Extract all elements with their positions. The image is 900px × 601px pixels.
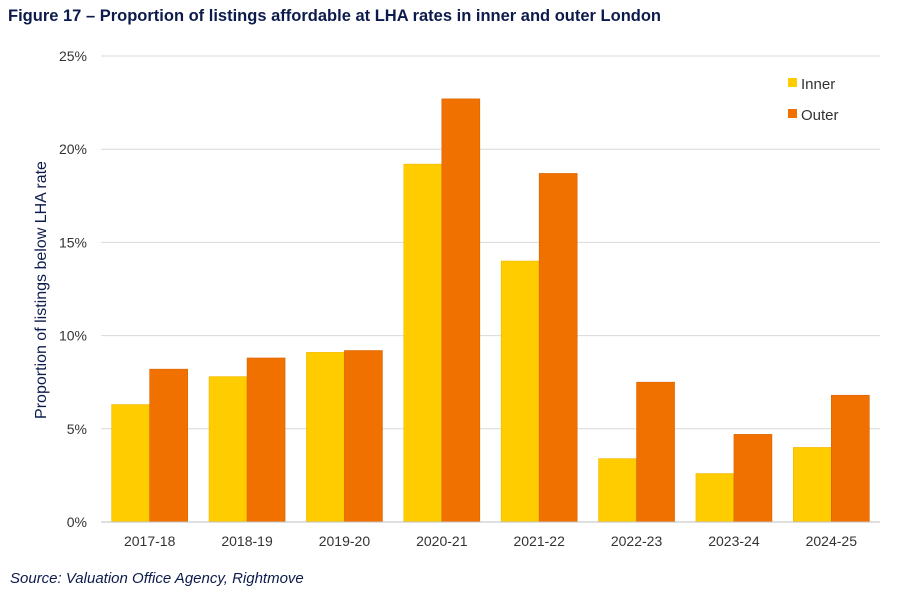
legend-swatch-outer (788, 109, 797, 118)
y-tick-label: 0% (67, 514, 87, 530)
x-tick-label: 2021-22 (513, 533, 565, 549)
figure-title: Figure 17 – Proportion of listings affor… (8, 7, 662, 25)
y-axis-ticks: 0% 5% 10% 15% 20% 25% (59, 48, 87, 530)
bar-inner-2018-19 (208, 376, 248, 523)
legend-swatch-inner (788, 78, 797, 87)
x-tick-label: 2017-18 (124, 533, 176, 549)
x-axis-ticks: 2017-18 2018-19 2019-20 2020-21 2021-22 2022-… (124, 533, 857, 549)
bars (111, 98, 870, 523)
bar-inner-2022-23 (598, 458, 637, 523)
x-tick-label: 2024-25 (806, 533, 858, 549)
y-tick-label: 20% (59, 141, 87, 157)
bar-inner-2023-24 (695, 473, 735, 523)
bar-outer-2019-20 (344, 350, 383, 523)
y-tick-label: 10% (59, 328, 87, 344)
bar-outer-2024-25 (831, 394, 870, 523)
bar-inner-2024-25 (793, 447, 832, 523)
legend-label-outer: Outer (801, 107, 839, 124)
gridlines (101, 55, 880, 430)
bar-outer-2018-19 (246, 357, 286, 523)
bar-inner-2020-21 (403, 163, 443, 523)
source-note: Source: Valuation Office Agency, Rightmo… (10, 570, 304, 587)
x-tick-label: 2020-21 (416, 533, 468, 549)
bar-inner-2019-20 (306, 352, 345, 523)
legend: Inner Outer (788, 76, 839, 124)
x-tick-label: 2022-23 (611, 533, 663, 549)
y-axis-label: Proportion of listings below LHA rate (33, 161, 50, 419)
bar-outer-2017-18 (149, 368, 188, 523)
bar-outer-2021-22 (538, 173, 578, 523)
legend-label-inner: Inner (801, 76, 835, 93)
x-tick-label: 2018-19 (221, 533, 273, 549)
bar-outer-2022-23 (636, 381, 675, 523)
bar-inner-2021-22 (500, 260, 540, 523)
x-tick-label: 2019-20 (319, 533, 371, 549)
bar-inner-2017-18 (111, 404, 150, 523)
x-tick-label: 2023-24 (708, 533, 760, 549)
y-tick-label: 15% (59, 234, 87, 250)
bar-outer-2023-24 (733, 434, 773, 523)
y-tick-label: 5% (67, 421, 87, 437)
bar-outer-2020-21 (441, 98, 481, 523)
y-tick-label: 25% (59, 48, 87, 64)
